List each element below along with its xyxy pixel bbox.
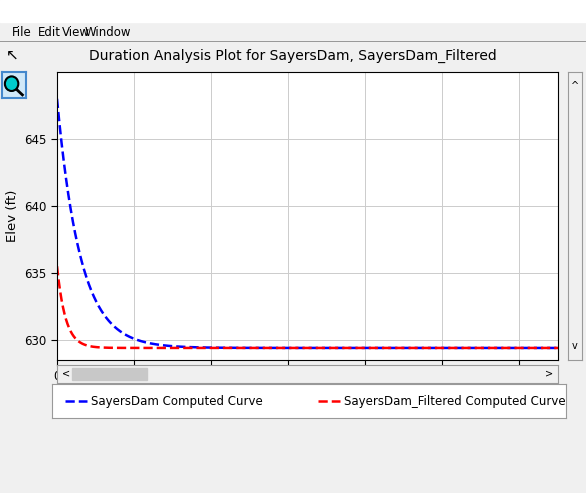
SayersDam_Filtered Computed Curve [448,345,455,351]
Text: ×: × [568,5,580,19]
Text: Edit: Edit [38,26,61,38]
SayersDam Computed Curve [284,345,291,351]
SayersDam_Filtered Computed Curve [297,345,304,351]
Text: −: − [522,5,533,19]
Text: ↖: ↖ [6,48,18,63]
Y-axis label: Elev (ft): Elev (ft) [6,190,19,242]
Text: Window: Window [85,26,131,38]
Text: File: File [12,26,32,38]
Bar [72,368,147,380]
SayersDam Computed Curve [297,345,304,351]
X-axis label: Percent of Time Exceeded: Percent of Time Exceeded [210,389,405,402]
Text: ^: ^ [571,81,579,91]
SayersDam Computed Curve [540,345,547,351]
Line: SayersDam_Filtered Computed Curve: SayersDam_Filtered Computed Curve [57,266,558,348]
Text: >: > [545,369,553,379]
Text: <: < [62,369,70,379]
SayersDam_Filtered Computed Curve [53,263,60,269]
Text: SayersDam Computed Curve: SayersDam Computed Curve [91,394,263,408]
SayersDam_Filtered Computed Curve [540,345,547,351]
SayersDam_Filtered Computed Curve [330,345,337,351]
SayersDam_Filtered Computed Curve [79,341,86,347]
Circle shape [5,76,18,91]
Text: SayersDam_Filtered Computed Curve: SayersDam_Filtered Computed Curve [344,394,565,408]
SayersDam Computed Curve [554,345,561,351]
Text: Duration Analysis Plot for SayersDam, SayersDam_Filtered: Duration Analysis Plot for SayersDam, Sa… [89,48,497,63]
Line: SayersDam Computed Curve: SayersDam Computed Curve [57,99,558,348]
SayersDam_Filtered Computed Curve [540,345,547,351]
SayersDam_Filtered Computed Curve [284,345,291,351]
Text: v: v [572,341,578,352]
SayersDam Computed Curve [540,345,547,351]
SayersDam Computed Curve [448,345,455,351]
SayersDam Computed Curve [53,96,60,102]
SayersDam_Filtered Computed Curve [554,345,561,351]
Text: View: View [62,26,90,38]
Text: □: □ [545,7,556,17]
SayersDam Computed Curve [79,262,86,268]
